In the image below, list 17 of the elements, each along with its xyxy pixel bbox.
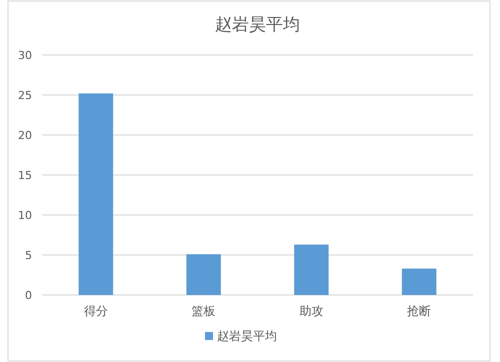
x-tick-label: 助攻 (299, 304, 324, 318)
bar (294, 244, 329, 295)
x-tick-label: 抢断 (407, 304, 432, 318)
bar (186, 254, 221, 295)
y-tick-label: 20 (18, 129, 32, 142)
y-tick-label: 25 (18, 89, 32, 102)
y-tick-label: 0 (25, 289, 32, 302)
y-tick-label: 5 (25, 249, 32, 262)
x-tick-label: 篮板 (192, 304, 216, 318)
bar (402, 268, 436, 295)
chart-title: 赵岩昊平均 (215, 15, 300, 35)
legend-label: 赵岩昊平均 (217, 329, 277, 343)
y-tick-label: 15 (18, 169, 32, 182)
y-tick-label: 10 (18, 209, 32, 222)
x-tick-label: 得分 (84, 304, 108, 318)
bar (78, 93, 114, 295)
y-tick-label: 30 (18, 49, 32, 62)
